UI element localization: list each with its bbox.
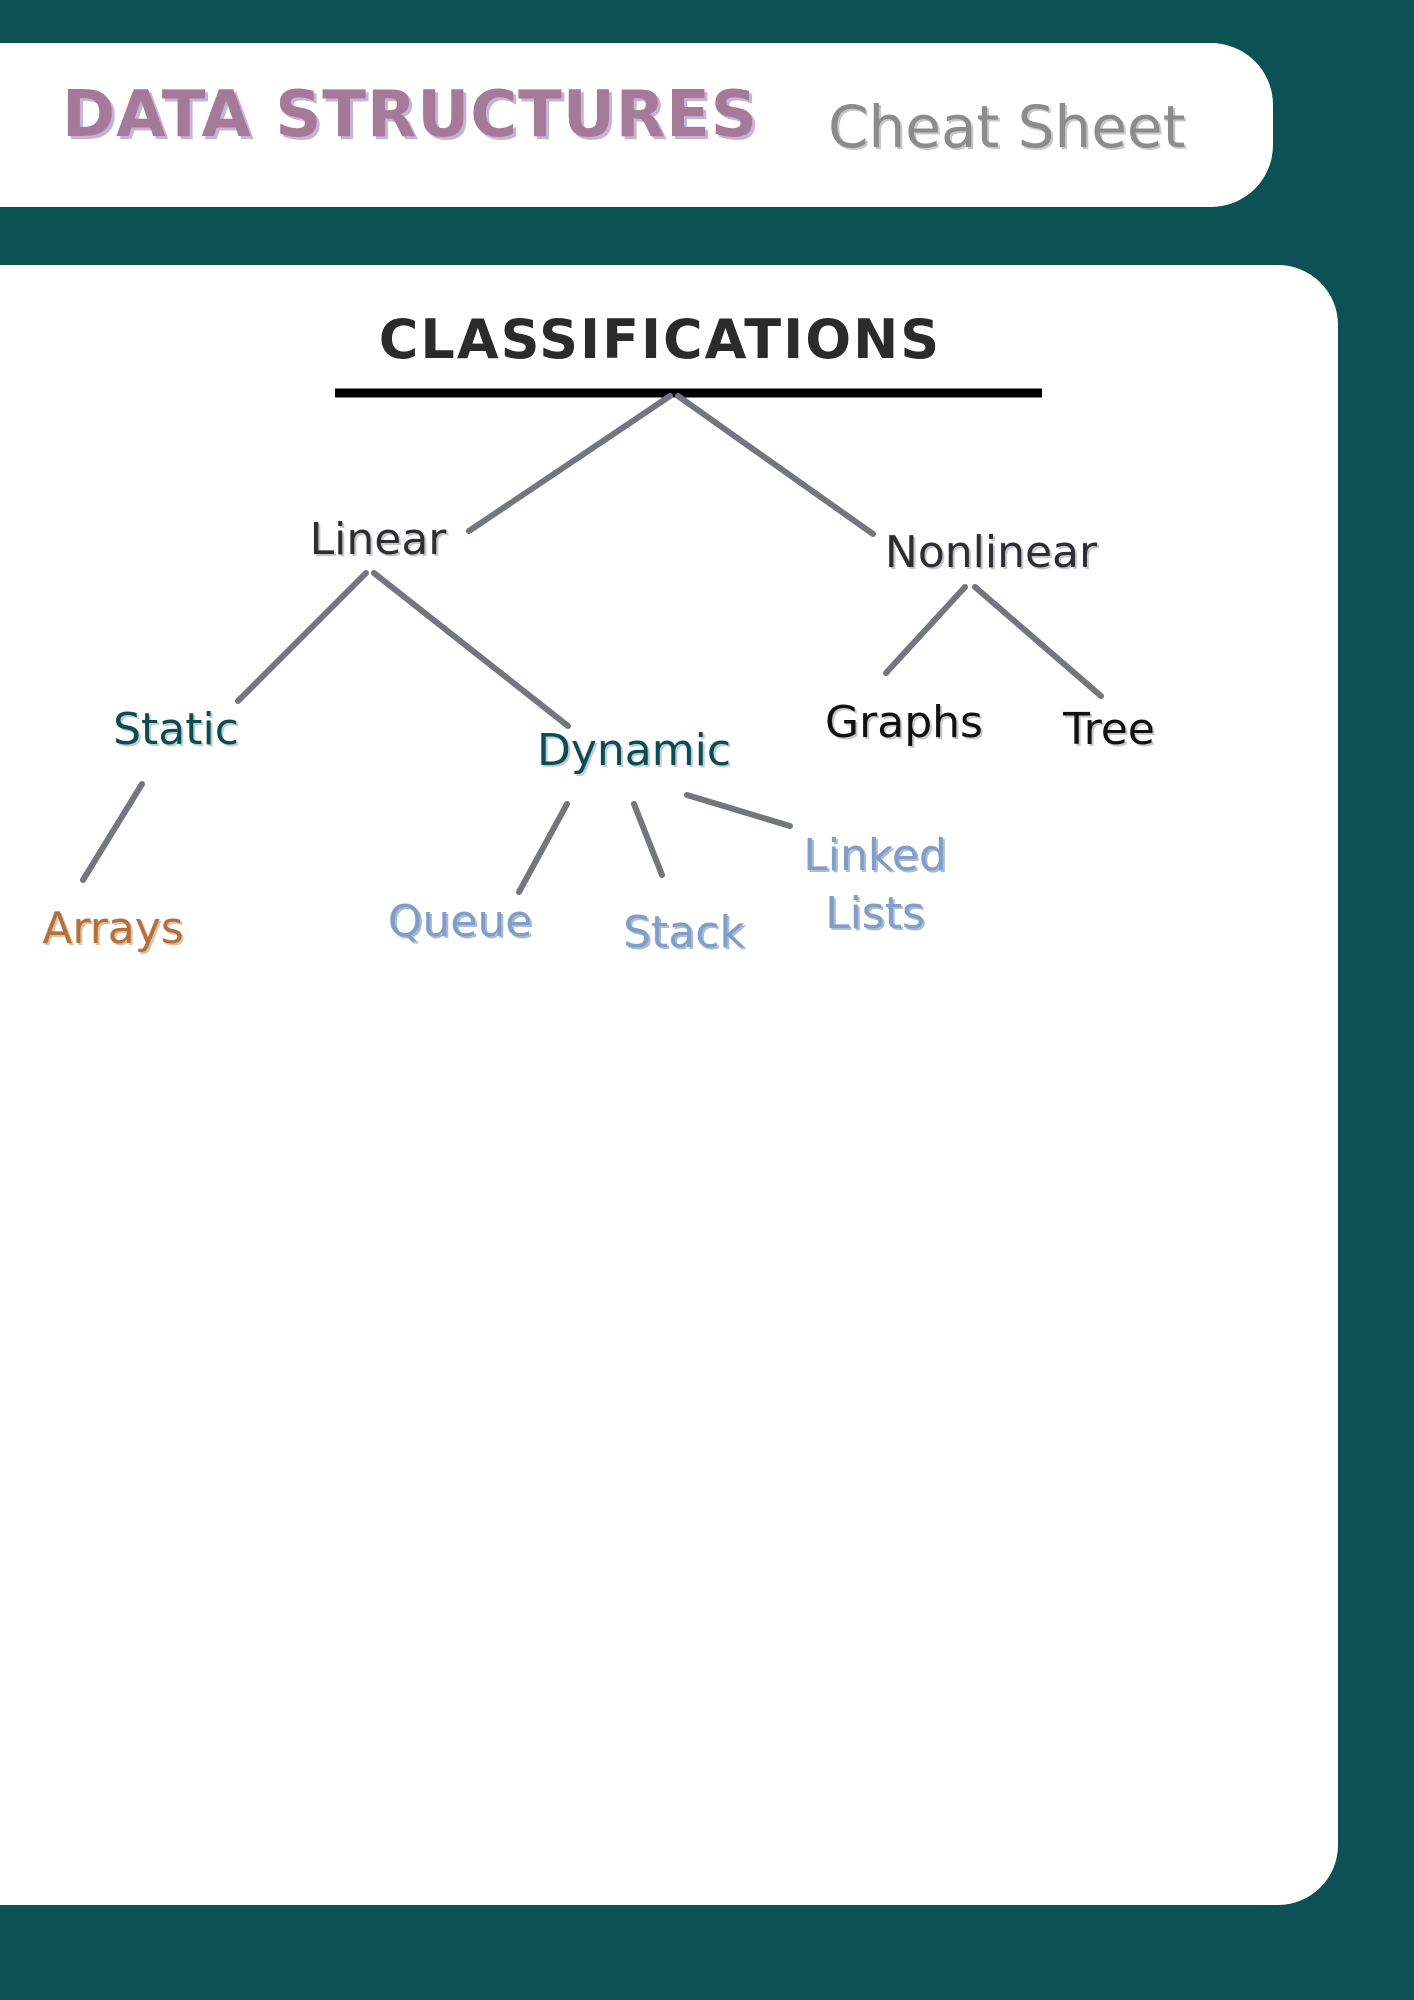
node-graphs: Graphs bbox=[825, 697, 983, 748]
node-static: Static bbox=[113, 704, 239, 755]
connector-nonlinear-graphs bbox=[883, 584, 968, 676]
page-subtitle: Cheat Sheet bbox=[828, 93, 1186, 161]
header-banner bbox=[0, 43, 1273, 207]
content-card bbox=[0, 265, 1338, 1905]
node-linear: Linear bbox=[309, 514, 447, 565]
connector-linear-static bbox=[235, 570, 369, 704]
page-title: DATA STRUCTURES bbox=[62, 78, 758, 152]
section-title-classifications: CLASSIFICATIONS bbox=[378, 308, 942, 371]
connector-dynamic-linked-lists bbox=[684, 792, 793, 829]
leaf-arrays: Arrays bbox=[42, 903, 184, 954]
leaf-linked-lists-line1: Linked bbox=[803, 830, 947, 881]
node-dynamic: Dynamic bbox=[536, 725, 732, 776]
leaf-linked-lists-line2: Lists bbox=[825, 888, 925, 939]
leaf-queue: Queue bbox=[387, 896, 533, 947]
connector-root-linear bbox=[466, 393, 673, 534]
leaf-linked-lists: Linked Lists bbox=[803, 827, 947, 943]
node-tree: Tree bbox=[1063, 704, 1155, 755]
connector-nonlinear-tree bbox=[972, 584, 1104, 699]
connector-root-nonlinear bbox=[675, 393, 876, 537]
connector-linear-dynamic bbox=[371, 570, 571, 729]
connector-static-arrays bbox=[80, 781, 145, 883]
connector-dynamic-queue bbox=[516, 801, 570, 895]
node-nonlinear: Nonlinear bbox=[884, 527, 1098, 578]
leaf-stack: Stack bbox=[623, 907, 745, 958]
connector-dynamic-stack bbox=[631, 801, 665, 878]
